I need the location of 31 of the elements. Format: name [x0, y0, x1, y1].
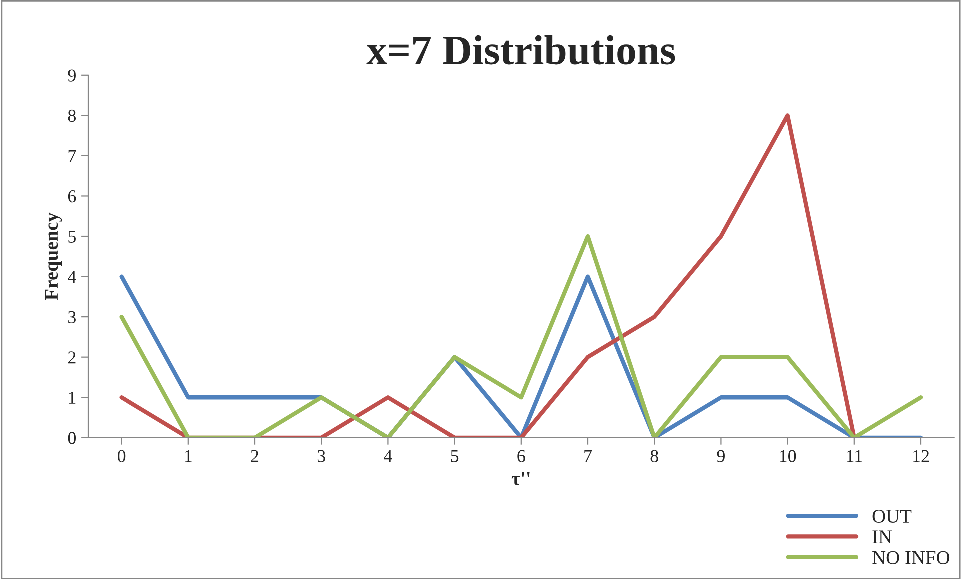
- y-tick-label: 4: [68, 271, 76, 284]
- legend-label: OUT: [872, 510, 912, 524]
- x-tick-label: 8: [650, 450, 658, 462]
- y-tick-label: 2: [68, 352, 76, 364]
- legend-label: NO INFO: [872, 551, 950, 564]
- line-series: [120, 114, 856, 438]
- chart-title: x=7 Distributions: [366, 35, 676, 65]
- x-axis-title: τ'': [512, 472, 530, 486]
- y-tick-label: 3: [68, 311, 76, 324]
- x-tick-label: 1: [185, 450, 192, 462]
- y-axis-title: Frequency: [45, 212, 62, 300]
- x-tick-label: 11: [847, 450, 862, 462]
- y-tick-label: 7: [68, 150, 76, 162]
- x-tick-label: 3: [318, 450, 326, 462]
- x-tick-label: 0: [118, 450, 126, 462]
- x-tick-label: 9: [717, 450, 725, 462]
- x-tick-label: 10: [780, 450, 796, 462]
- y-tick-label: 8: [68, 110, 76, 122]
- x-tick-label: 7: [584, 450, 592, 462]
- x-tick-label: 4: [384, 450, 392, 462]
- y-tick-label: 6: [68, 190, 76, 203]
- x-tick-label: 12: [914, 450, 930, 462]
- x-tick-label: 5: [451, 450, 459, 462]
- x-tick-label: 2: [251, 450, 259, 462]
- y-tick-label: 0: [68, 432, 76, 444]
- legend-label: IN: [872, 530, 892, 544]
- y-tick-label: 9: [68, 70, 76, 82]
- x-tick-label: 6: [518, 450, 526, 462]
- y-tick-label: 1: [69, 392, 76, 404]
- line-series: [120, 234, 924, 438]
- y-tick-label: 5: [68, 230, 76, 243]
